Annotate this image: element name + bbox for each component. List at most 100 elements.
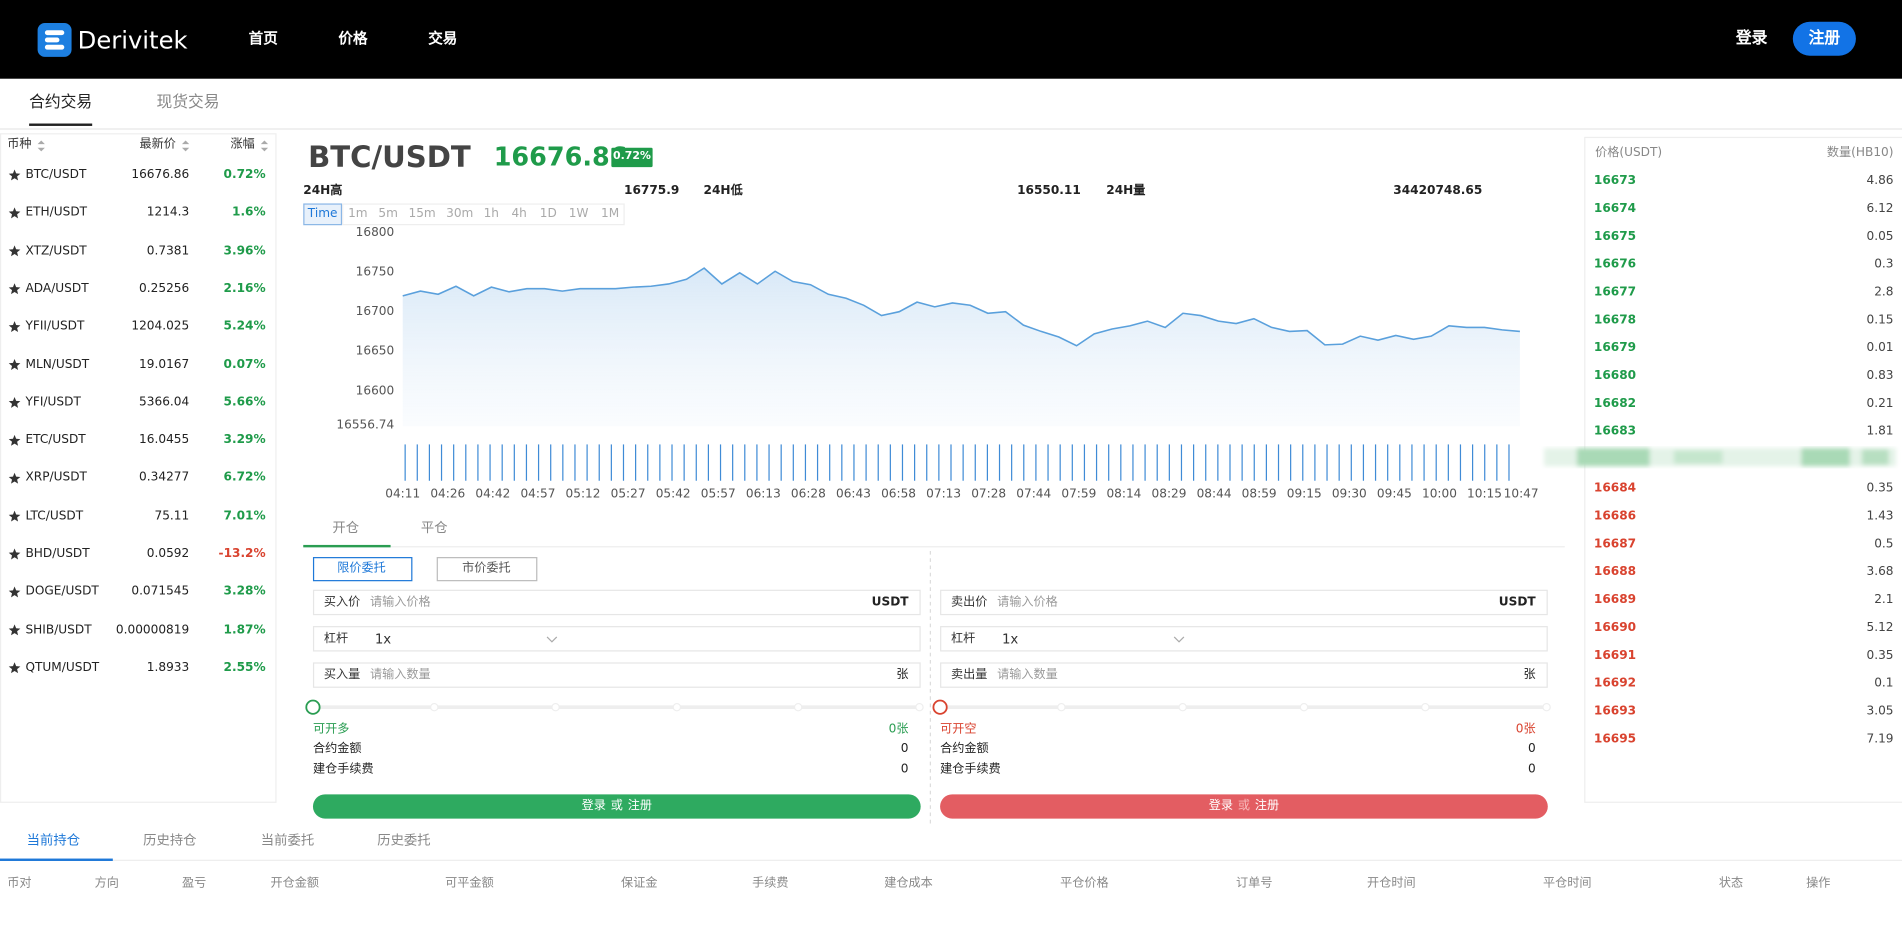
x-tick-label: 09:30: [1332, 487, 1367, 501]
last-price: 0.00000819: [115, 623, 190, 637]
tab-underline: [303, 544, 391, 548]
pair[interactable]: QTUM/USDT: [25, 661, 100, 675]
slider-dot: [430, 702, 439, 712]
bid-amount: 0.01: [1866, 341, 1894, 355]
tab[interactable]: 现货交易: [156, 93, 220, 113]
x-tick-label: 06:58: [881, 487, 916, 501]
column-header: 开仓金额: [270, 876, 320, 891]
leverage-select[interactable]: 1x: [1001, 631, 1019, 648]
column-header: 操作: [1806, 876, 1831, 891]
interval-bar: [342, 203, 625, 226]
interval[interactable]: 1m: [348, 207, 368, 221]
interval[interactable]: 1W: [568, 207, 589, 221]
ask-price: 16684: [1593, 481, 1637, 496]
info-value: 0: [900, 742, 909, 756]
y-tick-label: 16556.74: [336, 418, 394, 432]
star-icon: [8, 207, 21, 219]
x-tick-label: 05:12: [566, 487, 601, 501]
tab[interactable]: 当前委托: [260, 832, 315, 849]
column-header: 币对: [7, 876, 32, 891]
tab[interactable]: 当前持仓: [26, 832, 81, 849]
change: 1.6%: [232, 206, 266, 220]
info-value: 0张: [1515, 722, 1536, 737]
input[interactable]: 请输入数量: [369, 668, 431, 682]
input[interactable]: 请输入价格: [997, 595, 1058, 610]
logo-text: Derivitek: [77, 25, 188, 55]
input-field: [312, 662, 921, 688]
x-tick-label: 04:26: [430, 487, 465, 501]
leverage-select[interactable]: 1x: [374, 631, 392, 648]
tab[interactable]: 平仓: [420, 520, 448, 536]
pair[interactable]: XRP/USDT: [25, 471, 87, 485]
star-icon: [8, 283, 21, 295]
pair[interactable]: MLN/USDT: [25, 357, 90, 372]
register-button[interactable]: 注册: [1808, 29, 1841, 48]
y-tick-label: 16750: [356, 265, 395, 279]
column-header: 可平金额: [445, 876, 494, 891]
pair[interactable]: ETH/USDT: [25, 206, 88, 220]
logo-stripe: [44, 37, 60, 43]
change: 3.96%: [223, 244, 266, 258]
tab[interactable]: 历史持仓: [143, 832, 197, 849]
interval[interactable]: 1M: [601, 207, 620, 221]
x-tick-label: 07:13: [926, 487, 961, 501]
pair[interactable]: ETC/USDT: [25, 433, 86, 447]
slider-dot: [551, 702, 560, 712]
stat-label: 24H高: [303, 184, 343, 198]
star-icon: [8, 396, 21, 408]
pair[interactable]: XTZ/USDT: [25, 244, 87, 258]
interval[interactable]: 5m: [378, 207, 398, 221]
ask-price: 16688: [1593, 565, 1637, 579]
pair[interactable]: DOGE/USDT: [25, 585, 99, 599]
button-text: 登录: [581, 799, 606, 813]
tab[interactable]: 历史委托: [377, 832, 431, 849]
pair[interactable]: ADA/USDT: [25, 282, 89, 296]
nav-link[interactable]: 首页: [248, 30, 278, 48]
interval[interactable]: 4h: [511, 207, 527, 221]
submit-button[interactable]: 登录或注册: [940, 794, 1548, 819]
info-value: 0: [1527, 762, 1536, 777]
interval[interactable]: 30m: [446, 207, 474, 221]
nav-link[interactable]: 交易: [428, 30, 458, 48]
star-icon: [8, 586, 21, 598]
bid-price: 16679: [1593, 341, 1637, 355]
last-price: 0.25256: [139, 282, 190, 296]
nav-link[interactable]: 价格: [338, 30, 368, 48]
column-header: 方向: [94, 876, 119, 891]
last-price: 0.0592: [146, 547, 190, 561]
pair[interactable]: YFII/USDT: [25, 319, 85, 334]
x-tick-label: 08:44: [1197, 487, 1232, 501]
pair[interactable]: BHD/USDT: [25, 547, 90, 561]
pair[interactable]: YFI/USDT: [25, 395, 81, 410]
button-text: 或: [1237, 799, 1251, 813]
ask-price: 16687: [1593, 537, 1637, 551]
pair[interactable]: LTC/USDT: [25, 509, 84, 523]
last-price: 0.7381: [146, 244, 190, 258]
button-text: 或: [610, 799, 623, 813]
input-field: [312, 626, 921, 652]
input[interactable]: 请输入数量: [997, 668, 1058, 682]
market-panel: [0, 133, 277, 803]
tab[interactable]: 合约交易: [29, 93, 93, 113]
tab[interactable]: 开仓: [332, 520, 360, 536]
interval[interactable]: 15m: [408, 207, 436, 221]
interval[interactable]: 1h: [483, 207, 499, 221]
pair[interactable]: BTC/USDT: [25, 168, 87, 182]
order-type: [436, 557, 538, 582]
interval[interactable]: 1D: [539, 207, 557, 221]
x-tick-label: 07:59: [1061, 487, 1096, 501]
order-type[interactable]: 限价委托: [337, 561, 386, 576]
pair[interactable]: SHIB/USDT: [25, 623, 92, 637]
bid-price: 16680: [1593, 369, 1637, 383]
input[interactable]: 请输入价格: [369, 595, 431, 610]
column-header: 手续费: [752, 876, 789, 891]
column-header: 盈亏: [181, 876, 207, 891]
change: 2.55%: [223, 661, 266, 675]
interval[interactable]: Time: [307, 207, 338, 221]
submit-button[interactable]: 登录或注册: [312, 794, 921, 819]
order-type[interactable]: 市价委托: [462, 561, 511, 576]
login-link[interactable]: 登录: [1735, 29, 1768, 48]
chevron: [546, 636, 558, 643]
info-label: 可开空: [940, 722, 977, 737]
